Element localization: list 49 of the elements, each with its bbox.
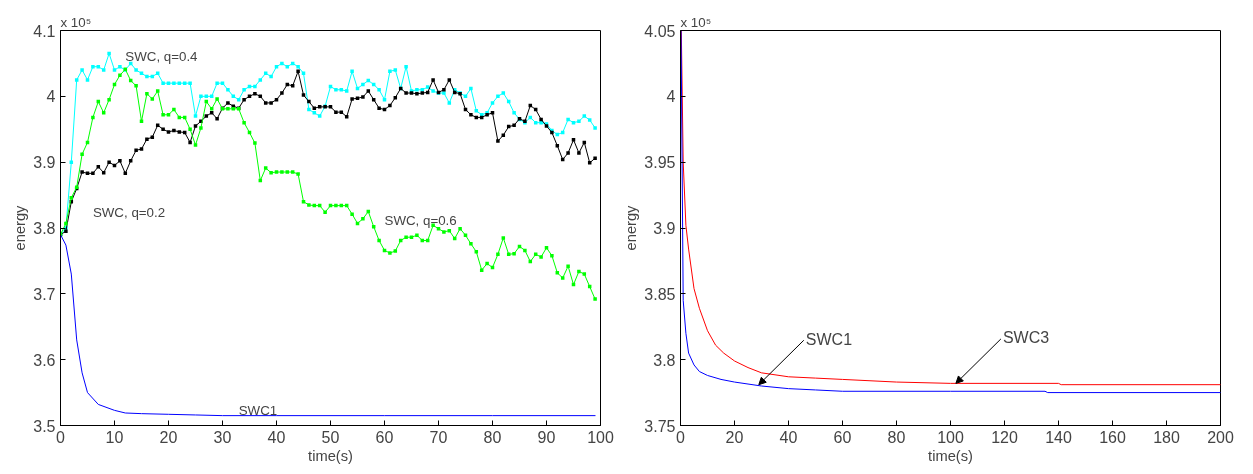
y-tick-label: 4 [666, 88, 676, 106]
x-tick-label: 90 [537, 428, 556, 446]
annotation: SWC, q=0.2 [92, 205, 166, 221]
y-tick-label: 3.8 [33, 220, 56, 237]
annotation: SWC1 [805, 330, 853, 348]
text: x 10⁵ [60, 14, 92, 30]
y-tick-label: 3.95 [644, 154, 676, 172]
x-tick-label: 0 [56, 428, 66, 446]
x-tick-label: 180 [1153, 428, 1180, 446]
line-series [60, 234, 596, 417]
x-tick-label: 20 [725, 428, 744, 446]
x-tick-label: 100 [937, 428, 964, 446]
y-tick-label: 3.9 [33, 154, 56, 172]
x-tick-label: 70 [429, 428, 448, 446]
x-tick-label: 140 [1045, 428, 1072, 446]
x-tick-label: 60 [375, 428, 394, 446]
x-tick-label: 30 [213, 428, 232, 446]
y-tick-label: 3.9 [653, 220, 676, 237]
y-tick-label: 3.8 [653, 351, 676, 369]
annotation: SWC, q=0.4 [125, 49, 199, 65]
text: x 10⁵ [680, 14, 712, 30]
y-tick-label: 3.75 [644, 417, 676, 435]
x-tick-label: 40 [267, 428, 286, 446]
y-tick-label: 4 [46, 88, 56, 106]
x-tick-label: 40 [779, 428, 798, 446]
y-tick-label: 3.7 [33, 285, 56, 303]
x-tick-label: 80 [887, 428, 906, 446]
x-tick-label: 50 [321, 428, 340, 446]
y-tick-label: 3.85 [644, 285, 676, 303]
annotation: SWC, q=0.6 [384, 213, 457, 228]
annotation: SWC3 [1002, 329, 1050, 347]
x-axis-title: time(s) [308, 447, 353, 464]
annotation: SWC1 [238, 402, 278, 418]
x-tick-label: 160 [1099, 428, 1126, 446]
x-tick-label: 80 [483, 428, 502, 446]
x-tick-label: 0 [676, 428, 686, 446]
y-tick-label: 4.05 [644, 22, 676, 40]
y-tick-label: 4.1 [33, 22, 56, 40]
y-axis-title: energy [623, 204, 640, 251]
y-tick-label: 3.5 [33, 417, 56, 435]
x-tick-label: 200 [1207, 428, 1234, 446]
x-tick-label: 120 [991, 428, 1018, 446]
y-tick-label: 3.6 [33, 351, 56, 369]
x-axis-title: time(s) [928, 447, 973, 464]
y-axis-title: energy [12, 204, 29, 251]
x-tick-label: 20 [159, 428, 178, 446]
x-tick-label: 10 [105, 428, 124, 446]
x-tick-label: 100 [587, 428, 614, 446]
x-tick-label: 60 [833, 428, 852, 446]
